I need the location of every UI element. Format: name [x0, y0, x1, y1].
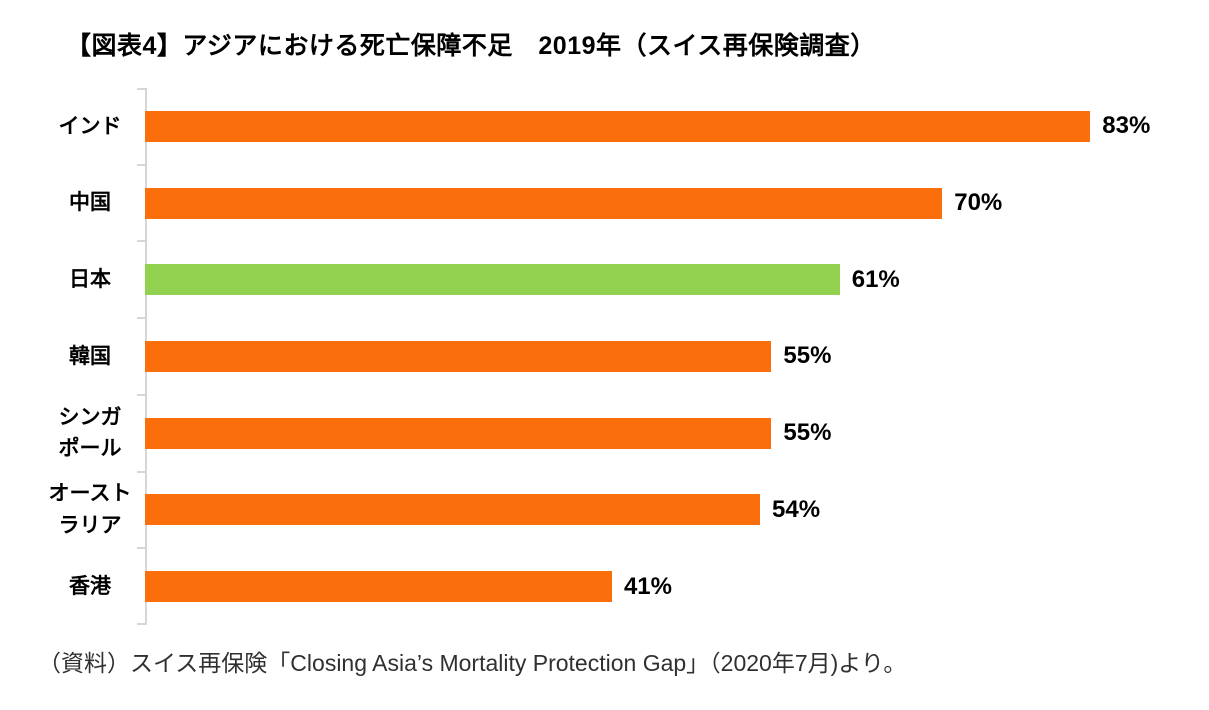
category-label: オースト ラリア: [48, 482, 132, 537]
plot-area: インド 83% 中国 70% 日本 61% 韓国 55% シンガ ポール 55% オースト ラリア 5…: [35, 88, 1170, 625]
bar: [145, 571, 612, 603]
chart-row: シンガ ポール 55%: [35, 395, 1170, 472]
chart-row: インド 83%: [35, 88, 1170, 165]
category-label: 韓国: [69, 344, 111, 368]
axis-tick: [137, 623, 145, 625]
bar-value-label: 55%: [783, 342, 832, 370]
bar-track: 41%: [145, 548, 1170, 625]
axis-tick: [137, 88, 145, 90]
chart-title: 【図表4】アジアにおける死亡保障不足 2019年（スイス再保険調査）: [66, 32, 876, 60]
chart-row: 韓国 55%: [35, 318, 1170, 395]
chart-row: 日本 61%: [35, 241, 1170, 318]
axis-tick: [137, 393, 145, 396]
bar-track: 55%: [145, 318, 1170, 395]
category-label: シンガ ポール: [58, 405, 122, 461]
bar-track: 54%: [145, 472, 1170, 549]
axis-tick: [137, 317, 145, 320]
bar-track: 83%: [145, 88, 1170, 165]
bar-rows: インド 83% 中国 70% 日本 61% 韓国 55% シンガ ポール 55% オースト ラリア 5…: [35, 88, 1170, 625]
bar-value-label: 54%: [772, 495, 821, 523]
bar-track: 61%: [145, 241, 1170, 318]
chart-row: 中国 70%: [35, 165, 1170, 242]
bar: [145, 187, 943, 219]
chart-row: オースト ラリア 54%: [35, 472, 1170, 549]
bar: [145, 494, 760, 526]
category-label: 香港: [69, 574, 111, 598]
bar-value-label: 83%: [1102, 112, 1151, 140]
axis-tick: [137, 547, 145, 550]
axis-tick: [137, 163, 145, 166]
bar-value-label: 61%: [851, 265, 900, 293]
bar-track: 55%: [145, 395, 1170, 472]
category-label: インド: [58, 114, 122, 138]
bar: [145, 417, 772, 449]
bar-track: 70%: [145, 165, 1170, 242]
bar: [145, 110, 1091, 142]
bar-value-label: 41%: [623, 572, 672, 600]
bar: [145, 340, 772, 372]
bar-value-label: 70%: [954, 189, 1003, 217]
category-label: 日本: [69, 268, 111, 291]
bar: [145, 264, 840, 296]
axis-tick: [137, 240, 145, 243]
category-label: 中国: [69, 191, 111, 215]
chart-row: 香港 41%: [35, 548, 1170, 625]
bar-value-label: 55%: [783, 419, 832, 447]
axis-tick: [137, 470, 145, 473]
source-note: （資料）スイス再保険「Closing Asia’s Mortality Prot…: [38, 650, 907, 676]
